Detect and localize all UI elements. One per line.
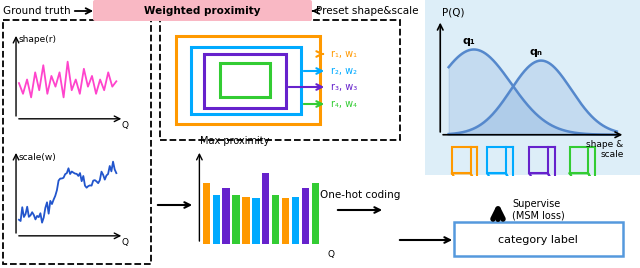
- Bar: [529, 147, 548, 173]
- Text: qₙ: qₙ: [529, 47, 542, 57]
- Bar: [282, 199, 289, 244]
- Bar: [312, 183, 319, 244]
- Bar: [204, 54, 286, 108]
- Text: Max proximity: Max proximity: [200, 136, 269, 146]
- Bar: [301, 188, 309, 244]
- Text: r₃, w₃: r₃, w₃: [331, 82, 357, 92]
- Text: One-hot coding: One-hot coding: [320, 190, 400, 200]
- Text: scale(w): scale(w): [19, 153, 57, 162]
- FancyBboxPatch shape: [454, 222, 623, 256]
- Bar: [220, 63, 270, 97]
- Text: r₂, w₂: r₂, w₂: [331, 66, 357, 76]
- Text: shape &
scale: shape & scale: [586, 140, 623, 159]
- Text: Q: Q: [121, 239, 128, 247]
- Text: Preset shape&scale: Preset shape&scale: [316, 6, 419, 16]
- FancyBboxPatch shape: [160, 20, 400, 140]
- Bar: [176, 36, 320, 124]
- Bar: [203, 183, 210, 244]
- Text: Q: Q: [327, 250, 334, 259]
- Text: shape(r): shape(r): [19, 35, 57, 44]
- Text: P(Q): P(Q): [442, 8, 465, 18]
- Bar: [272, 195, 280, 244]
- Bar: [191, 47, 301, 114]
- Text: Q: Q: [121, 121, 128, 130]
- FancyBboxPatch shape: [3, 20, 151, 264]
- Text: r₄, w₄: r₄, w₄: [331, 99, 357, 109]
- Bar: [242, 197, 250, 244]
- Bar: [570, 147, 588, 173]
- Bar: [292, 197, 299, 244]
- Text: Supervise
(MSM loss): Supervise (MSM loss): [512, 199, 564, 221]
- Bar: [212, 195, 220, 244]
- Bar: [487, 147, 506, 173]
- Text: Ground truth: Ground truth: [3, 6, 70, 16]
- Bar: [223, 188, 230, 244]
- FancyBboxPatch shape: [93, 0, 312, 21]
- Bar: [252, 199, 260, 244]
- Text: Weighted proximity: Weighted proximity: [144, 6, 260, 16]
- Bar: [452, 147, 470, 173]
- Text: q₁: q₁: [462, 36, 475, 46]
- Bar: [232, 195, 240, 244]
- FancyBboxPatch shape: [425, 0, 640, 175]
- Text: r₁, w₁: r₁, w₁: [331, 49, 357, 59]
- Text: category label: category label: [498, 235, 578, 245]
- Bar: [262, 173, 269, 244]
